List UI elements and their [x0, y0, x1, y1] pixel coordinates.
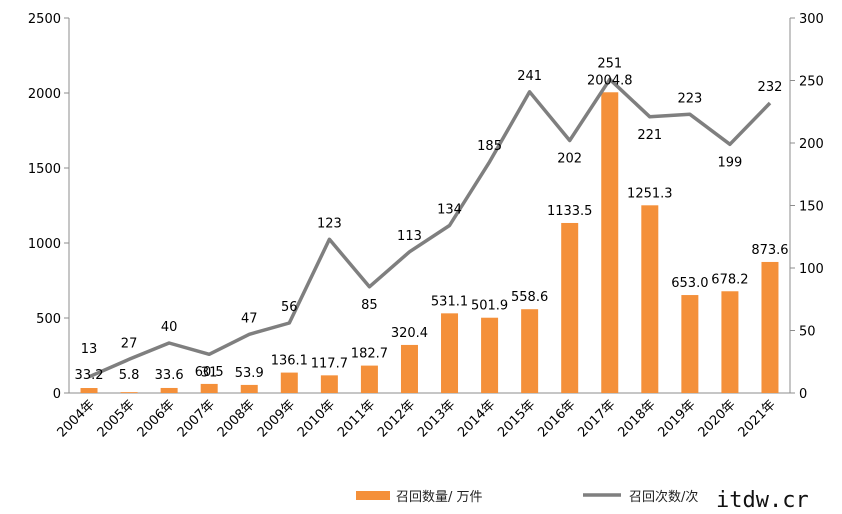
bar-data-label: 53.9 — [235, 366, 264, 381]
y-right-tick-label: 300 — [799, 12, 824, 27]
y-right-tick-label: 0 — [799, 387, 807, 402]
bar — [521, 309, 539, 393]
x-tick-label: 2021年 — [736, 397, 779, 440]
y-left-tick-label: 0 — [53, 387, 61, 402]
y-right-tick-label: 100 — [799, 262, 824, 277]
bar — [120, 392, 138, 393]
x-tick-label: 2015年 — [495, 397, 538, 440]
line-data-label: 202 — [557, 152, 582, 167]
y-left-tick-label: 1000 — [28, 237, 61, 252]
line-data-label: 123 — [317, 216, 342, 231]
x-tick-label: 2005年 — [95, 397, 138, 440]
watermark-text: itdw.cr — [716, 488, 809, 513]
x-tick-label: 2007年 — [175, 397, 218, 440]
y-right-tick-label: 250 — [799, 75, 824, 90]
bar-data-label: 136.1 — [271, 354, 308, 369]
line-data-label: 185 — [477, 139, 502, 154]
y-left-tick-label: 500 — [36, 312, 61, 327]
line-data-labels: 13 27 40 31 47 56 123 85 113 134 185 241 202 251 221 22… — [81, 56, 783, 380]
line-data-label: 31 — [201, 365, 218, 380]
line-data-label: 27 — [121, 336, 138, 351]
x-tick-label: 2004年 — [55, 397, 98, 440]
line-data-label: 241 — [517, 69, 542, 84]
x-tick-label: 2009年 — [255, 397, 298, 440]
y-left-tick-label: 1500 — [28, 162, 61, 177]
bar — [761, 261, 779, 393]
line-data-label: 232 — [758, 80, 783, 95]
x-tick-label: 2010年 — [295, 397, 338, 440]
line-data-label: 199 — [718, 155, 743, 170]
bar — [441, 313, 459, 393]
line-data-label: 113 — [397, 229, 422, 244]
bar — [721, 291, 739, 393]
y-right-tick-label: 150 — [799, 200, 824, 215]
line-series — [88, 77, 772, 379]
bar-data-label: 33.2 — [75, 368, 104, 383]
bar-data-label: 5.8 — [119, 368, 140, 383]
bar — [280, 372, 298, 393]
x-tick-label: 2018年 — [615, 397, 658, 440]
bar — [481, 317, 499, 393]
bar-data-label: 60.5 — [195, 365, 224, 380]
bar-data-label: 117.7 — [311, 356, 348, 371]
line-path — [88, 77, 772, 379]
bar-data-label: 653.0 — [671, 276, 708, 291]
x-tick-label: 2012年 — [375, 397, 418, 440]
bar — [601, 92, 619, 393]
bar — [681, 295, 699, 393]
bar — [320, 375, 338, 393]
bar-data-label: 1251.3 — [627, 186, 673, 201]
bar-data-label: 558.6 — [511, 290, 548, 305]
bar-data-label: 320.4 — [391, 326, 428, 341]
legend-bar-swatch — [356, 491, 390, 500]
x-tick-labels: 2004年2005年2006年2007年2008年2009年2010年2011年… — [55, 397, 779, 440]
line-data-label: 13 — [81, 342, 98, 357]
x-tick-label: 2008年 — [215, 397, 258, 440]
bar — [240, 384, 258, 393]
x-tick-label: 2017年 — [575, 397, 618, 440]
line-data-label: 221 — [637, 128, 662, 143]
bar-data-label: 2004.8 — [587, 73, 633, 88]
legend-line-label: 召回次数/次 — [629, 489, 698, 505]
bar-data-label: 678.2 — [711, 272, 748, 287]
bar-data-label: 501.9 — [471, 299, 508, 314]
bar-data-label: 33.6 — [155, 368, 184, 383]
line-data-label: 85 — [361, 298, 378, 313]
legend: 召回数量/ 万件 召回次数/次 — [356, 489, 698, 505]
legend-bar-label: 召回数量/ 万件 — [396, 490, 483, 505]
bar-data-label: 182.7 — [351, 347, 388, 362]
x-tick-label: 2014年 — [455, 397, 498, 440]
x-tick-label: 2019年 — [655, 397, 698, 440]
bar — [200, 383, 218, 393]
y-left-tick-label: 2000 — [28, 87, 61, 102]
line-data-label: 251 — [597, 56, 622, 71]
line-data-label: 40 — [161, 320, 178, 335]
y-right-tick-label: 200 — [799, 137, 824, 152]
x-tick-label: 2006年 — [135, 397, 178, 440]
y-left-tick-label: 2500 — [28, 12, 61, 27]
y-right-tick-label: 50 — [799, 325, 816, 340]
bar — [360, 365, 378, 393]
bar — [80, 388, 98, 393]
line-data-label: 223 — [677, 91, 702, 106]
x-tick-label: 2016年 — [535, 397, 578, 440]
x-tick-label: 2011年 — [335, 397, 378, 440]
bar — [641, 205, 659, 393]
bar — [561, 222, 579, 393]
bar — [400, 344, 418, 393]
x-tick-label: 2013年 — [415, 397, 458, 440]
line-data-label: 134 — [437, 203, 462, 218]
line-data-label: 56 — [281, 300, 298, 315]
bar — [160, 387, 178, 393]
line-data-label: 47 — [241, 311, 258, 326]
bar-data-label: 531.1 — [431, 294, 468, 309]
axes: 0 500 1000 1500 2000 2500 0 50 100 150 200 250 300 — [28, 12, 824, 402]
x-tick-label: 2020年 — [696, 397, 739, 440]
bar-data-label: 1133.5 — [547, 204, 593, 219]
bar-series — [80, 92, 779, 393]
bar-data-label: 873.6 — [751, 243, 788, 258]
